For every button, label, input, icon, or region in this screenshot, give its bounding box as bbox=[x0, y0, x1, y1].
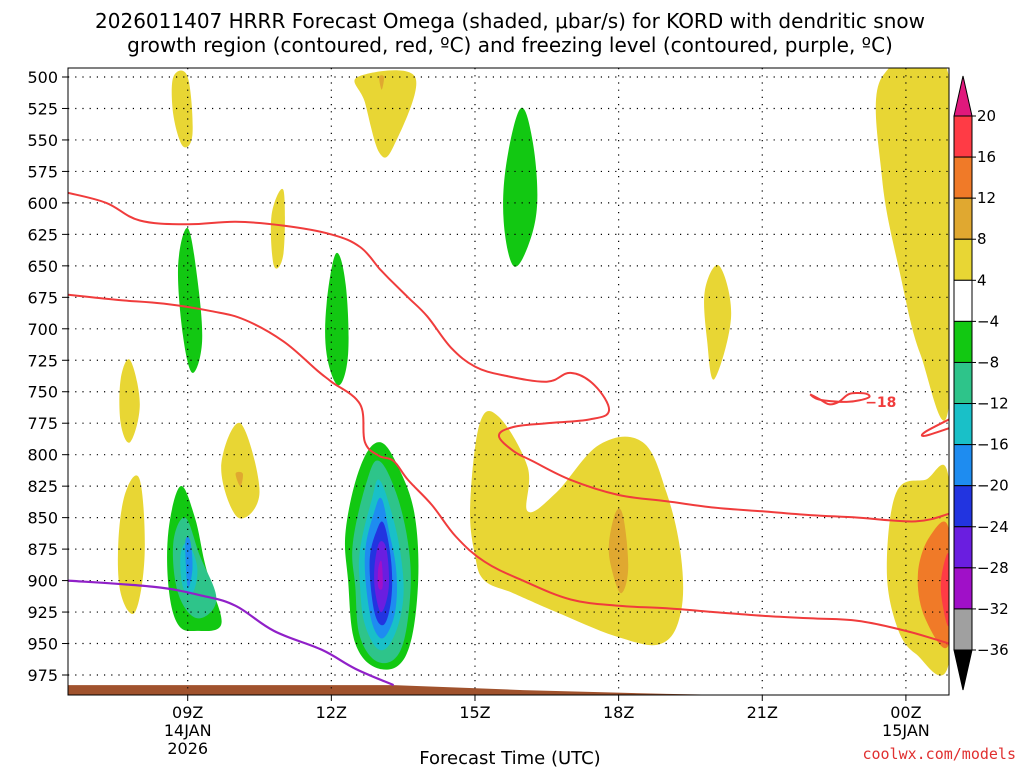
colorbar-tick-label: −12 bbox=[977, 395, 1009, 413]
x-axis-label: Forecast Time (UTC) bbox=[419, 748, 600, 768]
colorbar-bin bbox=[953, 403, 973, 446]
y-tick-label: 950 bbox=[27, 635, 58, 654]
colorbar-tick-label: −24 bbox=[977, 518, 1009, 536]
omega-region-yellow-1010 bbox=[221, 422, 260, 519]
omega-region-yellow-top-0840 bbox=[171, 70, 193, 148]
dgz-contour-3 bbox=[809, 391, 871, 406]
y-tick-label: 550 bbox=[27, 131, 58, 150]
omega-region-yellow-top-1300 bbox=[354, 70, 417, 158]
y-tick-label: 675 bbox=[27, 288, 58, 307]
colorbar-bin bbox=[953, 115, 973, 158]
dgz-contours: −18 bbox=[68, 191, 949, 645]
freezing-level-line bbox=[68, 579, 395, 687]
colorbar-bin bbox=[953, 567, 973, 610]
y-tick-label: 875 bbox=[27, 540, 58, 559]
omega-region-orange-1010 bbox=[235, 471, 243, 487]
omega-region-yellow-0740-low bbox=[117, 475, 145, 614]
dgz-contour-1 bbox=[68, 293, 949, 645]
chart-title-line1: 2026011407 HRRR Forecast Omega (shaded, … bbox=[95, 9, 925, 33]
omega-region-yellow-1945 bbox=[704, 265, 732, 380]
y-tick-label: 800 bbox=[27, 446, 58, 465]
y-tick-label: 575 bbox=[27, 162, 58, 181]
colorbar-tick-label: −20 bbox=[977, 477, 1009, 495]
y-tick-label: 850 bbox=[27, 509, 58, 528]
x-tick-label: 09Z bbox=[172, 703, 203, 722]
colorbar-bin bbox=[953, 279, 973, 322]
y-tick-label: 975 bbox=[27, 666, 58, 685]
y-tick-label: 600 bbox=[27, 194, 58, 213]
y-tick-label: 750 bbox=[27, 383, 58, 402]
colorbar-bin bbox=[953, 608, 973, 651]
colorbar-bin bbox=[953, 361, 973, 405]
omega-region-teal-1230-upper bbox=[325, 252, 349, 386]
x-tick-label: 00Z bbox=[890, 703, 921, 722]
dgz-contour-label: −18 bbox=[865, 395, 896, 411]
colorbar-tick-label: −4 bbox=[977, 312, 999, 330]
colorbar-tick-label: −16 bbox=[977, 436, 1009, 454]
y-tick-label: 625 bbox=[27, 225, 58, 244]
y-tick-label: 500 bbox=[27, 68, 58, 87]
colorbar: 20 16 12 8 4 −4 −8 −12 −16 −20 −24 −28 −32 −36 bbox=[953, 75, 1009, 691]
colorbar-tick-label: −36 bbox=[977, 641, 1009, 659]
omega-region-gray-1230 bbox=[377, 560, 383, 590]
freezing-level-contour bbox=[68, 579, 395, 687]
y-tick-label: 775 bbox=[27, 414, 58, 433]
x-tick-label: 21Z bbox=[747, 703, 778, 722]
y-tick-label: 725 bbox=[27, 351, 58, 370]
colorbar-bottom-arrow bbox=[953, 649, 973, 691]
omega-shading bbox=[117, 68, 949, 676]
plot-frame bbox=[67, 67, 950, 696]
colorbar-bin bbox=[953, 156, 973, 199]
dgz-contour-0 bbox=[68, 191, 949, 523]
colorbar-tick-label: −28 bbox=[977, 559, 1009, 577]
colorbar-tick-label: −32 bbox=[977, 600, 1009, 618]
x-tick-date: 14JAN bbox=[164, 721, 212, 740]
colorbar-bin bbox=[953, 238, 973, 281]
omega-region-orange-right-lower bbox=[917, 521, 949, 649]
colorbar-tick-label: −8 bbox=[977, 353, 999, 371]
colorbar-tick-label: 12 bbox=[977, 189, 996, 207]
x-tick-label: 15Z bbox=[459, 703, 490, 722]
colorbar-top-arrow bbox=[953, 75, 973, 117]
colorbar-bin bbox=[953, 444, 973, 487]
x-tick-date: 15JAN bbox=[882, 721, 930, 740]
colorbar-tick-label: 8 bbox=[977, 230, 987, 248]
y-axis: 500 525 550 575 600 625 650 675 700 725 750 775 800 8… bbox=[27, 68, 68, 685]
y-tick-label: 825 bbox=[27, 477, 58, 496]
colorbar-tick-label: 4 bbox=[977, 271, 987, 289]
x-tick-label: 12Z bbox=[316, 703, 347, 722]
colorbar-bin bbox=[953, 485, 973, 528]
colorbar-tick-label: 16 bbox=[977, 148, 996, 166]
omega-region-teal-0900-upper bbox=[177, 227, 203, 373]
ground bbox=[68, 685, 949, 695]
y-tick-label: 925 bbox=[27, 603, 58, 622]
x-tick-year: 2026 bbox=[167, 739, 208, 758]
omega-region-yellow-mid bbox=[470, 411, 684, 646]
y-tick-label: 525 bbox=[27, 99, 58, 118]
chart-title-line2: growth region (contoured, red, ºC) and f… bbox=[127, 33, 893, 57]
colorbar-bin bbox=[953, 526, 973, 569]
omega-region-yellow-0745 bbox=[119, 359, 140, 443]
omega-region-red-right-lower bbox=[940, 553, 949, 627]
dgz-contour-2 bbox=[920, 418, 949, 437]
ground-fill bbox=[68, 685, 949, 695]
omega-region-yellow-1050 bbox=[270, 188, 285, 269]
omega-region-yellow-right-upper bbox=[875, 68, 949, 421]
omega-region-teal-1545 bbox=[503, 107, 538, 267]
colorbar-bin bbox=[953, 320, 973, 363]
y-tick-label: 650 bbox=[27, 257, 58, 276]
y-tick-label: 700 bbox=[27, 320, 58, 339]
y-tick-label: 900 bbox=[27, 572, 58, 591]
colorbar-tick-label: 20 bbox=[977, 107, 996, 125]
x-tick-label: 18Z bbox=[603, 703, 634, 722]
omega-region-orange-top-1300 bbox=[379, 75, 385, 90]
credit-text: coolwx.com/models bbox=[862, 745, 1016, 763]
colorbar-bin bbox=[953, 197, 973, 240]
